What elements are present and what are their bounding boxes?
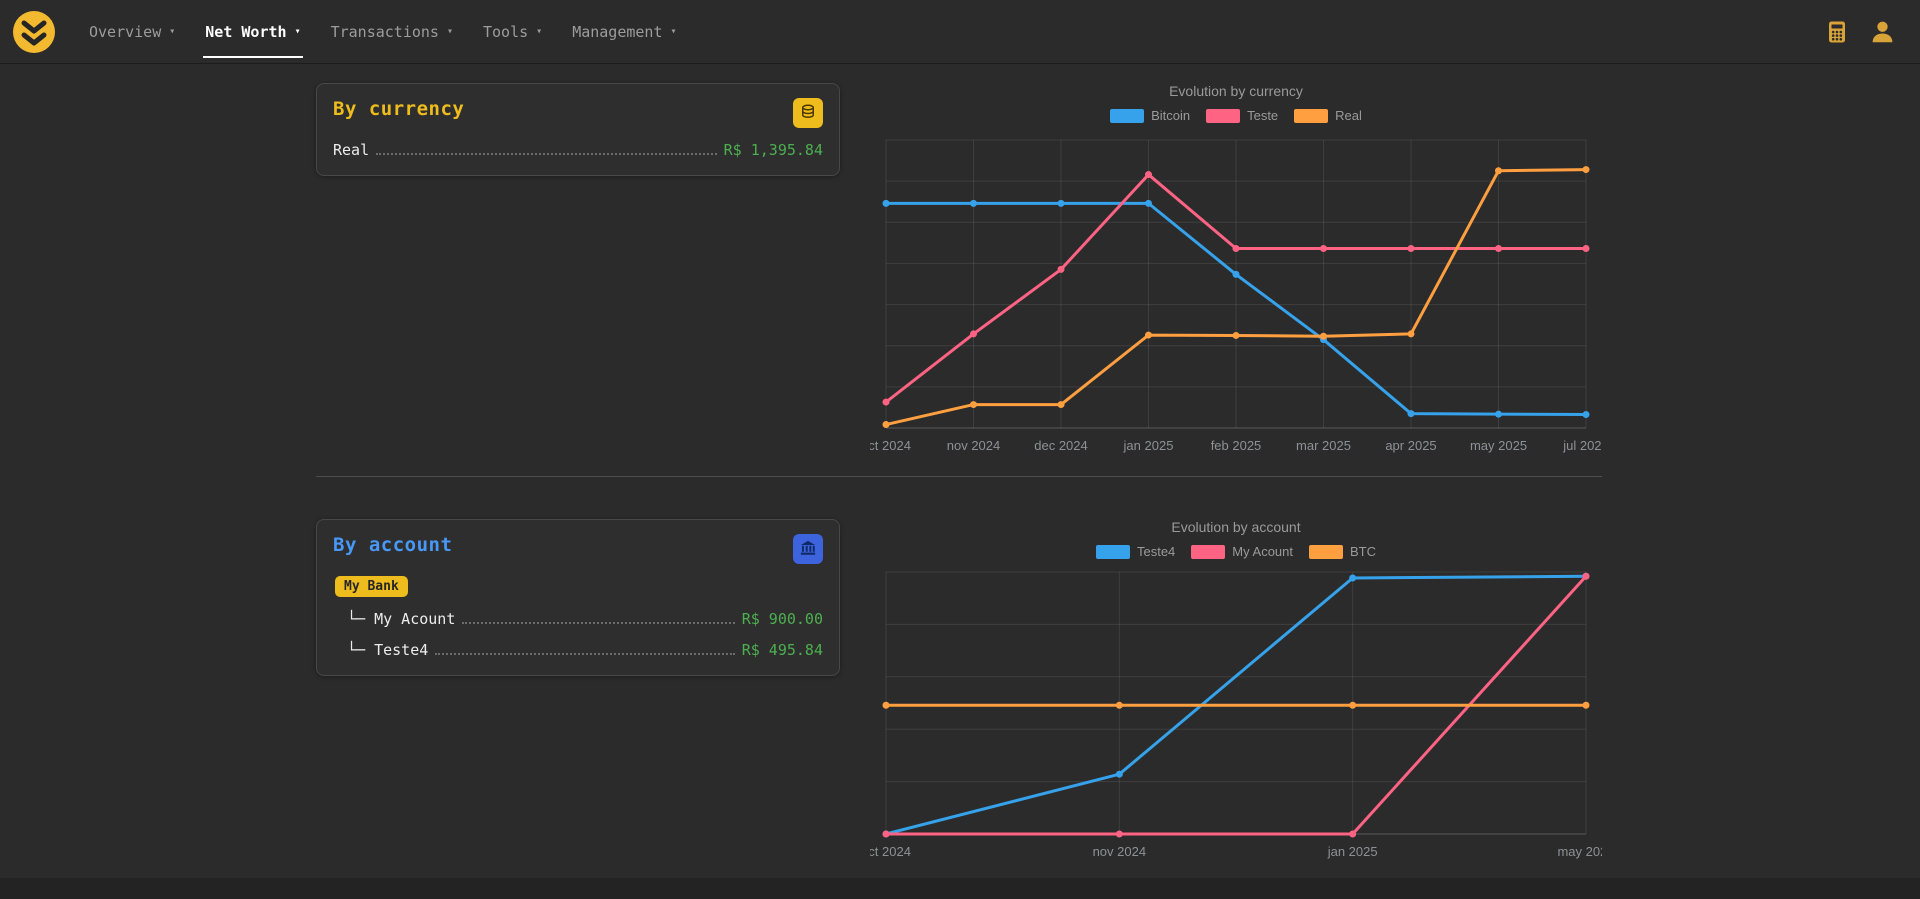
legend-label: Real	[1335, 108, 1362, 123]
svg-text:nov 2024: nov 2024	[1093, 844, 1147, 859]
legend-swatch	[1110, 108, 1145, 123]
legend-label: Bitcoin	[1151, 108, 1191, 123]
legend-item[interactable]: My Acount	[1191, 544, 1293, 559]
coins-icon	[799, 103, 817, 124]
nav-item-label: Net Worth	[205, 22, 287, 41]
net-worth-app: Overview ▾ Net Worth ▾ Transactions ▾ To…	[0, 0, 1920, 864]
legend-label: Teste	[1247, 108, 1279, 123]
calculator-icon[interactable]	[1825, 20, 1849, 44]
legend-label: BTC	[1350, 544, 1376, 559]
by-account-card: By account	[316, 519, 840, 676]
svg-text:jul 2025: jul 2025	[1562, 438, 1602, 453]
nav-item-label: Tools	[483, 22, 529, 41]
svg-text:oct 2024: oct 2024	[870, 844, 911, 859]
account-label: └─ My Acount	[347, 610, 456, 628]
svg-text:jan 2025: jan 2025	[1327, 844, 1378, 859]
currency-row: Real R$ 1,395.84	[333, 141, 823, 159]
by-currency-card: By currency Real	[316, 83, 840, 176]
dotted-leader	[435, 653, 735, 655]
nav-item-net-worth[interactable]: Net Worth ▾	[190, 0, 315, 63]
svg-text:may 2025: may 2025	[1557, 844, 1602, 859]
account-card-button[interactable]	[793, 534, 823, 564]
svg-text:may 2025: may 2025	[1470, 438, 1527, 453]
legend-swatch	[1095, 544, 1130, 559]
svg-text:feb 2025: feb 2025	[1211, 438, 1262, 453]
nav-item-label: Management	[572, 22, 663, 41]
account-label: └─ Teste4	[347, 641, 429, 659]
legend-item[interactable]: Teste4	[1095, 544, 1176, 559]
chevron-down-icon: ▾	[536, 26, 543, 37]
navbar-right	[1825, 0, 1904, 63]
nav-item-label: Transactions	[330, 22, 439, 41]
nav-item-label: Overview	[89, 22, 162, 41]
currency-label: Real	[333, 141, 370, 159]
legend-label: My Acount	[1232, 544, 1293, 559]
nav-item-tools[interactable]: Tools ▾	[468, 0, 557, 63]
section-divider	[316, 476, 1602, 477]
evolution-by-currency-chart[interactable]: oct 2024 nov 2024 dec 2024 jan 2025 feb 2025…	[870, 126, 1602, 458]
svg-text:jan 2025: jan 2025	[1123, 438, 1174, 453]
currency-value: R$ 1,395.84	[723, 141, 823, 159]
legend-swatch	[1309, 544, 1343, 559]
evolution-by-account-block: Evolution by account Teste4 My Acount BTC …	[870, 519, 1602, 864]
chevron-down-icon: ▾	[294, 26, 301, 37]
evolution-by-account-chart[interactable]: oct 2024 nov 2024 jan 2025 may 2025	[870, 562, 1602, 864]
dotted-leader	[376, 153, 717, 155]
chart-title: Evolution by currency	[1169, 83, 1303, 99]
currency-card-button[interactable]	[793, 98, 823, 128]
chevron-down-icon: ▾	[670, 26, 677, 37]
currency-section: By currency Real	[316, 83, 1602, 458]
by-currency-title: By currency	[333, 98, 465, 120]
legend-label: Teste4	[1136, 544, 1176, 559]
chevron-down-icon: ▾	[169, 26, 176, 37]
svg-text:oct 2024: oct 2024	[870, 438, 911, 453]
account-row: └─ Teste4 R$ 495.84	[333, 641, 823, 659]
legend-item[interactable]: Real	[1294, 108, 1362, 123]
bank-group-badge: My Bank	[335, 576, 408, 597]
svg-text:mar 2025: mar 2025	[1296, 438, 1351, 453]
chart-legend: Bitcoin Teste Real	[870, 108, 1602, 123]
chevron-down-icon: ▾	[446, 26, 453, 37]
bank-icon	[799, 539, 817, 560]
chart-title: Evolution by account	[1171, 519, 1301, 535]
svg-text:nov 2024: nov 2024	[947, 438, 1001, 453]
legend-item[interactable]: Bitcoin	[1110, 108, 1190, 123]
account-value: R$ 900.00	[741, 610, 823, 628]
navbar: Overview ▾ Net Worth ▾ Transactions ▾ To…	[0, 0, 1920, 64]
nav-item-overview[interactable]: Overview ▾	[74, 0, 190, 63]
legend-item[interactable]: Teste	[1206, 108, 1278, 123]
legend-item[interactable]: BTC	[1309, 544, 1376, 559]
svg-text:apr 2025: apr 2025	[1385, 438, 1436, 453]
account-value: R$ 495.84	[741, 641, 823, 659]
user-icon[interactable]	[1869, 18, 1896, 45]
main-content: By currency Real	[316, 64, 1602, 864]
legend-swatch	[1191, 544, 1226, 559]
account-section: By account	[316, 519, 1602, 864]
dotted-leader	[462, 622, 735, 624]
nav-item-transactions[interactable]: Transactions ▾	[316, 0, 468, 63]
evolution-by-currency-block: Evolution by currency Bitcoin Teste Real o…	[870, 83, 1602, 458]
nav-item-management[interactable]: Management ▾	[557, 0, 691, 63]
legend-swatch	[1294, 108, 1329, 123]
chart-legend: Teste4 My Acount BTC	[870, 544, 1602, 559]
account-row: └─ My Acount R$ 900.00	[333, 610, 823, 628]
by-account-title: By account	[333, 534, 453, 556]
app-logo[interactable]	[12, 10, 56, 54]
nav-menu: Overview ▾ Net Worth ▾ Transactions ▾ To…	[74, 0, 692, 63]
legend-swatch	[1206, 108, 1241, 123]
svg-text:dec 2024: dec 2024	[1034, 438, 1088, 453]
logo-icon	[13, 11, 55, 53]
